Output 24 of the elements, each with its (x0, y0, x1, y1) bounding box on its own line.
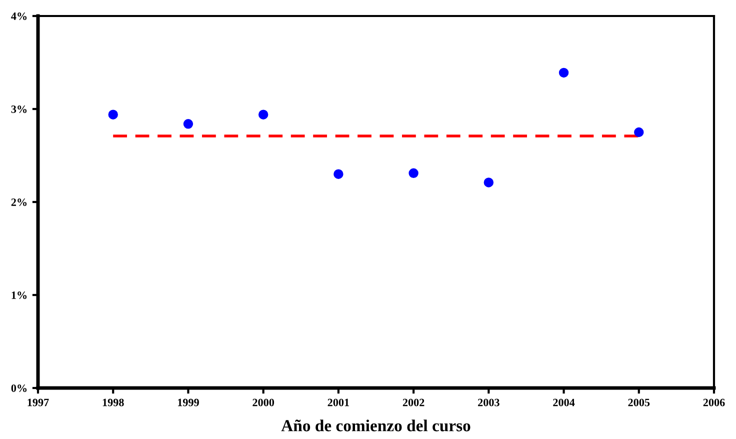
y-tick-label: 1% (12, 291, 27, 299)
x-tick-label: 2005 (628, 398, 650, 406)
x-tick-label: 2001 (328, 398, 349, 406)
x-tick-label: 1998 (102, 398, 124, 406)
point (258, 110, 268, 120)
point (108, 110, 118, 120)
x-tick-label: 1999 (178, 398, 199, 406)
y-tick-label: 3% (11, 105, 27, 113)
point (334, 169, 344, 179)
x-axis-title: Año de comienzo del curso (281, 420, 470, 432)
point (484, 178, 494, 188)
point (408, 168, 418, 178)
x-tick-label: 2002 (402, 398, 424, 406)
x-tick-label: 2004 (553, 398, 575, 406)
x-tick-label: 1997 (28, 398, 49, 406)
point (558, 68, 569, 78)
x-tick-label: 2006 (703, 398, 725, 406)
point (634, 127, 644, 138)
y-tick-label: 0% (11, 384, 27, 392)
x-tick-label: 2000 (252, 398, 274, 406)
y-tick-label: 2% (11, 198, 27, 206)
x-tick-label: 2003 (478, 398, 500, 406)
point (183, 119, 194, 129)
y-tick-label: 4% (11, 12, 27, 20)
